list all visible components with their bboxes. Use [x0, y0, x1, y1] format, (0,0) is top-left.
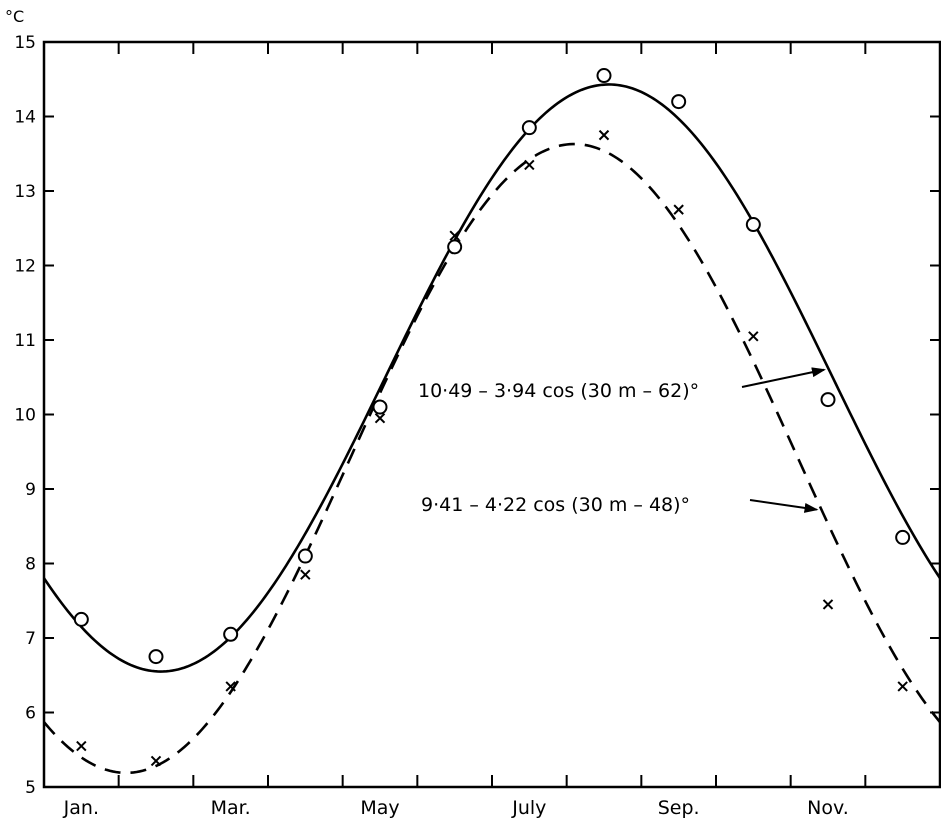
- x-tick-label: Sep.: [658, 797, 700, 819]
- data-point-cross: [673, 204, 684, 215]
- y-tick-label: 14: [14, 108, 36, 128]
- equation-label: 9·41 – 4·22 cos (30 m – 48)°: [421, 494, 690, 516]
- y-tick-label: 10: [14, 406, 36, 426]
- y-tick-label: 13: [14, 182, 36, 202]
- x-tick-label: Jan.: [63, 797, 99, 819]
- data-point-cross: [76, 740, 87, 752]
- data-point-circle: [223, 626, 239, 642]
- x-tick-label: Mar.: [211, 797, 251, 819]
- annotation-arrow: [741, 367, 826, 388]
- data-point-cross: [897, 681, 908, 692]
- data-point-circle: [73, 611, 89, 627]
- data-point-circle: [745, 217, 761, 233]
- data-point-cross: [225, 681, 236, 692]
- y-ticks: 5 6 7 8 9 10 11 12 13 14 15: [14, 33, 940, 798]
- fit-curves: [44, 83, 940, 775]
- fit-curve-solid: [44, 83, 940, 673]
- data-point-cross: [150, 755, 162, 767]
- data-point-circle: [521, 120, 537, 136]
- data-point-circle: [895, 529, 911, 545]
- data-points: [73, 68, 911, 767]
- data-point-cross: [449, 230, 460, 241]
- equation-annotations: 10·49 – 3·94 cos (30 m – 62)° 9·41 – 4·22…: [418, 367, 826, 516]
- plot-frame: [42, 40, 941, 789]
- x-tick-label: May: [360, 797, 399, 819]
- x-tick-label: July: [511, 797, 546, 819]
- equation-label: 10·49 – 3·94 cos (30 m – 62)°: [418, 380, 699, 402]
- data-point-circle: [447, 239, 463, 255]
- data-point-circle: [820, 392, 836, 408]
- data-point-circle: [372, 399, 388, 415]
- y-axis-unit-label: °C: [5, 7, 24, 26]
- data-point-circle: [148, 649, 164, 665]
- data-point-circle: [671, 94, 687, 110]
- data-point-cross: [748, 331, 759, 342]
- data-point-cross: [300, 569, 311, 580]
- data-point-cross: [598, 129, 610, 141]
- data-point-cross: [822, 599, 834, 610]
- data-point-cross: [524, 159, 535, 171]
- y-tick-label: 5: [25, 778, 36, 798]
- data-point-circle: [297, 548, 313, 564]
- y-tick-label: 12: [14, 257, 36, 277]
- annotation-arrow: [749, 499, 819, 513]
- y-tick-label: 9: [25, 480, 36, 500]
- y-tick-label: 7: [25, 629, 36, 649]
- x-ticks: Jan. Mar. May July Sep. Nov.: [43, 42, 941, 819]
- data-point-cross: [374, 413, 386, 424]
- y-tick-label: 11: [14, 331, 36, 351]
- fit-curve-dashed: [44, 142, 940, 775]
- y-tick-label: 6: [25, 704, 36, 724]
- y-tick-label: 8: [25, 555, 36, 575]
- x-tick-label: Nov.: [807, 797, 849, 819]
- data-point-circle: [596, 68, 612, 84]
- y-tick-label: 15: [14, 33, 36, 53]
